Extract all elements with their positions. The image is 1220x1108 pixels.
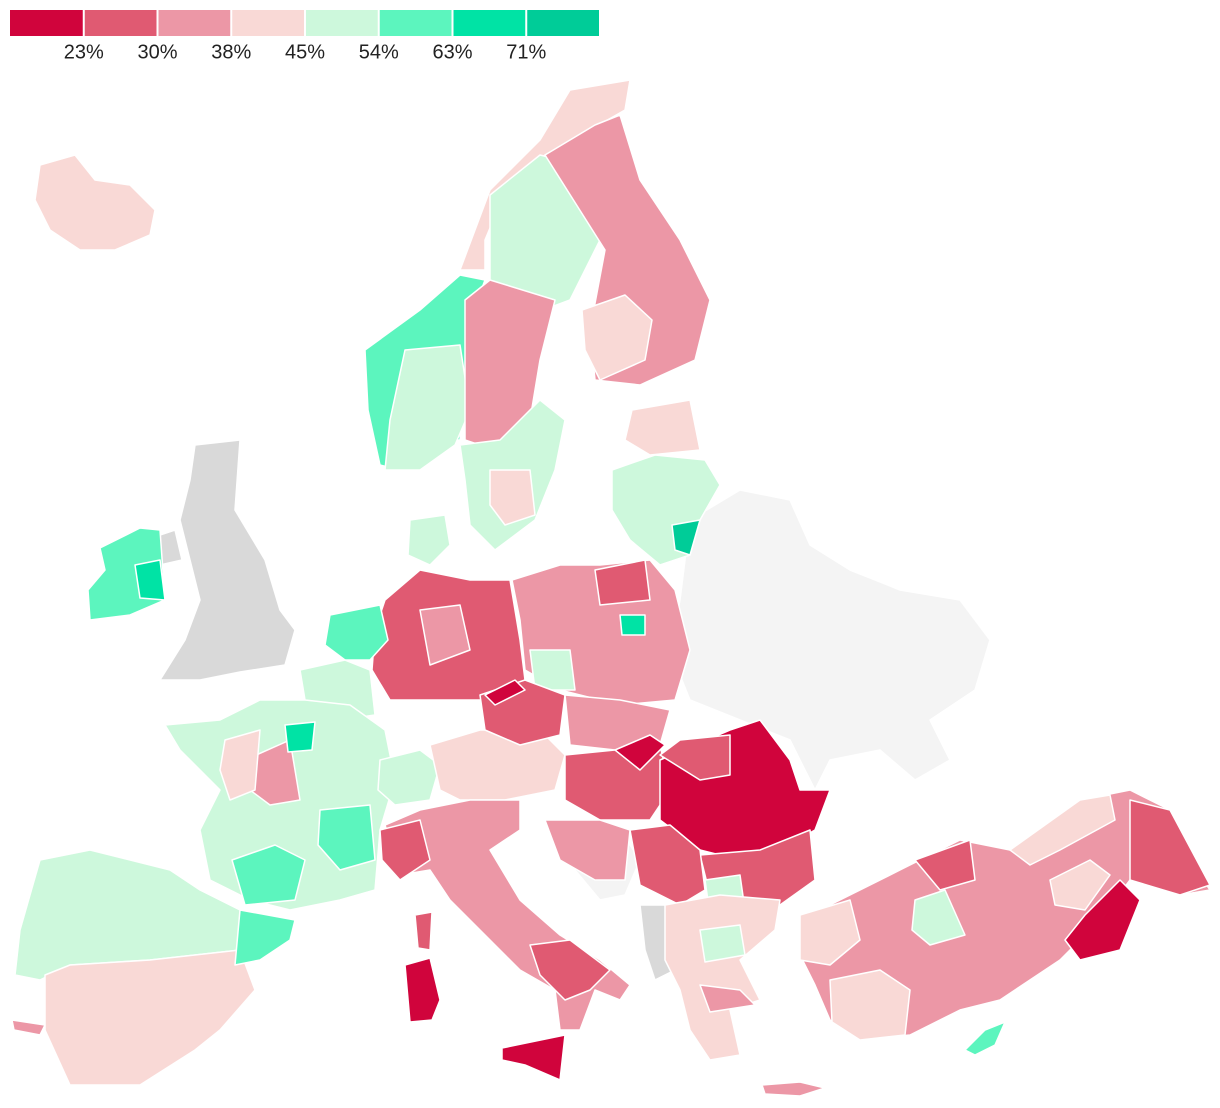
region [377,749,441,806]
region [44,949,256,1086]
region [419,604,471,666]
region [914,839,976,891]
legend-swatch [453,10,526,36]
legend-swatch [10,10,83,36]
region [317,804,376,871]
region [379,819,431,881]
region [429,729,566,801]
region [231,844,306,906]
region [134,559,166,601]
region [669,489,991,791]
region [529,649,576,691]
region [414,911,433,951]
region [234,909,296,966]
region [619,614,646,636]
legend: 23% 30% 38% 45% 54% 63% 71% [10,10,599,63]
legend-swatch [84,10,157,36]
legend-label: 71% [506,41,546,63]
region [699,984,756,1013]
region [659,734,731,781]
region [629,824,706,906]
legend-label: 54% [359,41,399,63]
legend-swatch [232,10,304,36]
region [761,1081,826,1097]
legend-swatch [158,10,231,36]
region [594,559,651,606]
map [11,79,1211,1097]
region [911,889,966,946]
region [624,399,701,456]
region [699,924,746,963]
region [384,344,471,471]
region [11,1019,46,1036]
region [664,894,781,1061]
region [614,734,666,771]
region [489,469,536,526]
region [1129,799,1211,896]
region [464,279,556,451]
region [671,519,701,556]
region [404,957,441,1023]
legend-swatch [527,10,599,36]
region [324,604,389,661]
region [484,679,526,706]
legend-swatch [306,10,378,36]
region [799,899,861,966]
region [1049,859,1111,911]
region [544,819,631,881]
region [581,294,653,381]
legend-label: 23% [64,41,104,63]
region [284,721,316,753]
legend-label: 63% [432,41,472,63]
region [219,729,261,801]
region [159,439,296,681]
legend-swatch [379,10,452,36]
region [1064,879,1141,961]
region [529,939,611,1001]
region [501,1034,566,1081]
legend-label: 30% [137,41,177,63]
legend-label: 38% [211,41,251,63]
region [34,154,156,251]
region [1009,794,1116,866]
region [407,514,451,566]
region [964,1021,1006,1056]
region [829,969,911,1041]
legend-label: 45% [285,41,325,63]
